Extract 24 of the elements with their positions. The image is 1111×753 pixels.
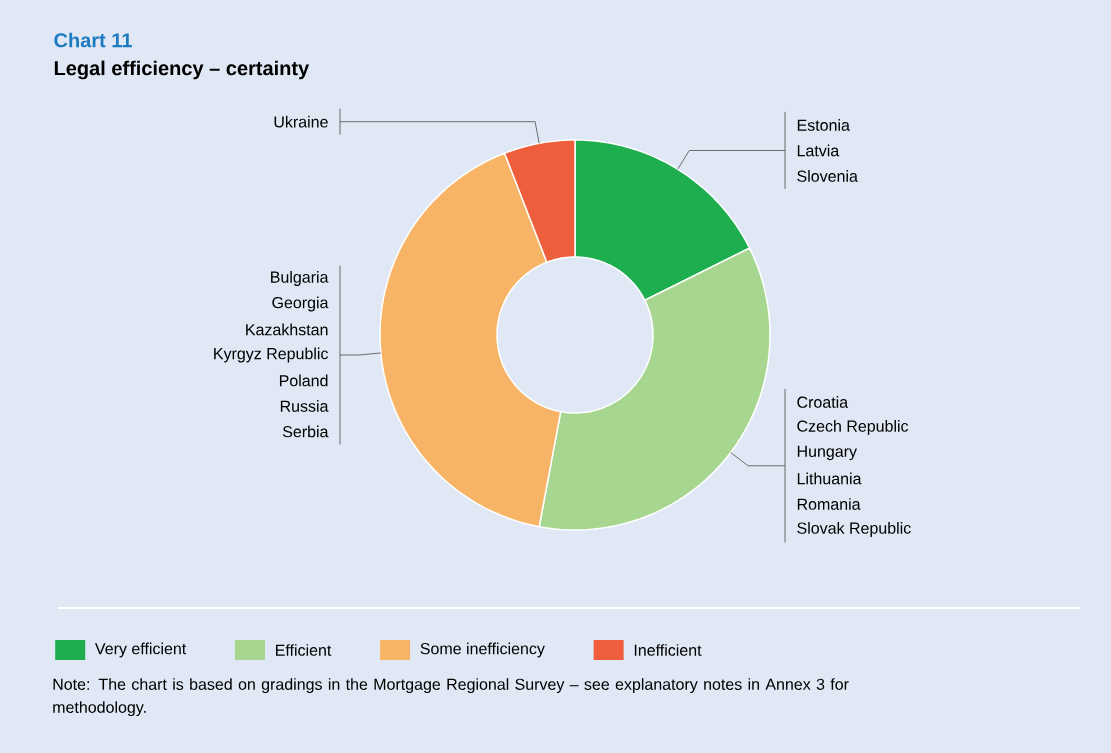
text: Poland [279, 374, 328, 387]
text: Note: The chart is based on gradings in the Mortgage Regional Survey – see explanatory notes in Annex 3 for methodology. [53, 678, 849, 717]
text: Latvia [797, 144, 840, 157]
text: Kazakhstan [246, 323, 328, 336]
text: Bulgaria [271, 271, 329, 286]
text: Russia [280, 400, 329, 412]
legend-label: Very efficient [95, 642, 187, 658]
text: Slovenia [797, 170, 858, 182]
text: Kyrgyz Republic [214, 347, 329, 363]
text: Slovak Republic [797, 522, 911, 537]
text: Ukraine [274, 115, 328, 128]
text: Romania [797, 498, 861, 510]
text: Estonia [797, 119, 850, 131]
text: Georgia [272, 296, 329, 312]
chart-subtitle: Legal efficiency – certainty [54, 60, 310, 80]
legend-label: Efficient [276, 644, 332, 656]
text: Czech Republic [797, 420, 909, 435]
chart-title: Chart 11 [54, 32, 132, 48]
text: Croatia [797, 396, 849, 408]
legend-label: Some inefficiency [420, 642, 545, 658]
text: Serbia [282, 425, 329, 438]
text: Hungary [797, 445, 857, 461]
legend-label: Inefficient [634, 644, 702, 656]
text: Lithuania [797, 472, 862, 485]
